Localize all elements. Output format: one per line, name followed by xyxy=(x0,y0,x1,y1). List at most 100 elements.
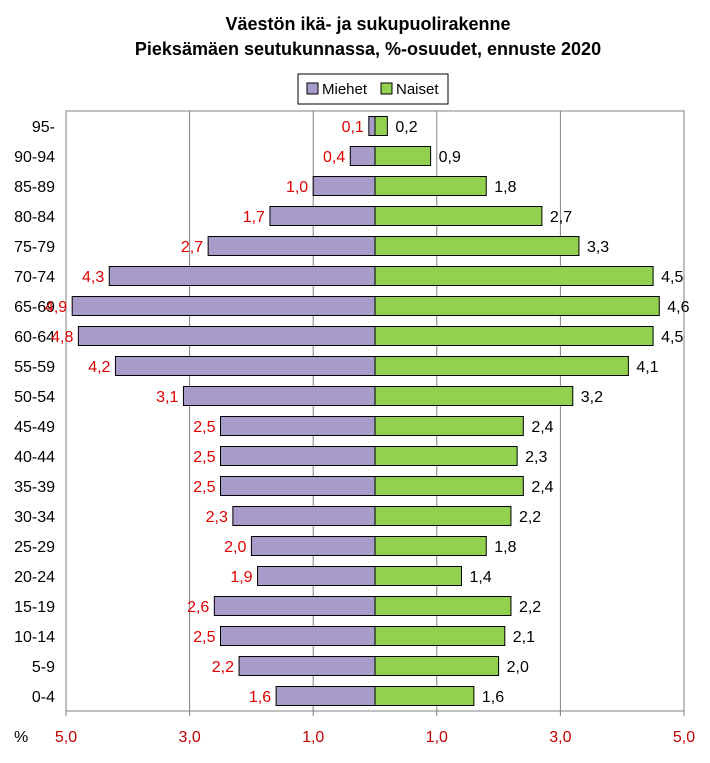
value-label-naiset: 1,4 xyxy=(470,569,492,586)
category-label: 95- xyxy=(32,119,55,136)
value-label-miehet: 2,7 xyxy=(181,239,203,256)
value-label-naiset: 1,6 xyxy=(482,689,504,706)
category-label: 40-44 xyxy=(14,449,55,466)
value-label-naiset: 4,5 xyxy=(661,329,683,346)
category-label: 30-34 xyxy=(14,509,55,526)
value-label-miehet: 2,6 xyxy=(187,599,209,616)
bar-miehet xyxy=(220,626,376,646)
bar-naiset xyxy=(374,146,432,166)
bar-miehet xyxy=(207,236,376,256)
x-tick-label: 1,0 xyxy=(302,729,324,746)
bar-miehet xyxy=(220,416,376,436)
bar-miehet xyxy=(238,656,376,676)
value-label-naiset: 2,7 xyxy=(550,209,572,226)
value-labels: 0,1 0,2 0,4 0,9 1,0 1,8 1,7 2,7 2,7 3,3 4,3 4,5 4,9 4… xyxy=(45,119,690,706)
bar-miehet xyxy=(114,356,376,376)
category-label: 0-4 xyxy=(32,689,55,706)
value-label-naiset: 4,1 xyxy=(636,359,658,376)
value-label-naiset: 2,0 xyxy=(507,659,529,676)
value-label-naiset: 0,9 xyxy=(439,149,461,166)
value-label-miehet: 0,4 xyxy=(323,149,345,166)
value-label-miehet: 2,5 xyxy=(193,479,215,496)
category-label: 20-24 xyxy=(14,569,55,586)
value-label-miehet: 2,2 xyxy=(212,659,234,676)
bar-naiset xyxy=(374,236,580,256)
bar-miehet xyxy=(220,446,376,466)
bar-miehet xyxy=(232,506,376,526)
x-tick-label: 3,0 xyxy=(549,729,571,746)
bar-naiset xyxy=(374,656,500,676)
category-label: 15-19 xyxy=(14,599,55,616)
x-tick-label: 1,0 xyxy=(426,729,448,746)
bar-naiset xyxy=(374,686,475,706)
chart-title-line2: Pieksämäen seutukunnassa, %-osuudet, enn… xyxy=(135,39,601,59)
value-label-naiset: 2,2 xyxy=(519,599,541,616)
bar-miehet xyxy=(77,326,376,346)
value-label-miehet: 1,0 xyxy=(286,179,308,196)
value-label-naiset: 2,1 xyxy=(513,629,535,646)
bar-naiset xyxy=(374,416,524,436)
value-label-miehet: 0,1 xyxy=(342,119,364,136)
category-label: 80-84 xyxy=(14,209,55,226)
category-label: 85-89 xyxy=(14,179,55,196)
value-label-naiset: 1,8 xyxy=(494,539,516,556)
category-label: 90-94 xyxy=(14,149,55,166)
value-label-miehet: 4,8 xyxy=(51,329,73,346)
x-axis-labels: 5,0 3,0 1,0 1,0 3,0 5,0 xyxy=(55,711,695,746)
bar-naiset xyxy=(374,326,654,346)
bar-miehet xyxy=(368,116,376,136)
bar-naiset xyxy=(374,266,654,286)
bar-miehet xyxy=(312,176,376,196)
legend: Miehet Naiset xyxy=(297,73,449,105)
value-label-miehet: 2,3 xyxy=(206,509,228,526)
value-label-naiset: 0,2 xyxy=(395,119,417,136)
bar-naiset xyxy=(374,356,629,376)
legend-frame xyxy=(297,73,449,105)
bar-miehet xyxy=(349,146,376,166)
bar-naiset xyxy=(374,566,463,586)
bar-naiset xyxy=(374,476,524,496)
bar-miehet xyxy=(213,596,376,616)
value-label-naiset: 3,3 xyxy=(587,239,609,256)
bar-miehet xyxy=(257,566,376,586)
value-label-naiset: 4,5 xyxy=(661,269,683,286)
value-label-miehet: 2,0 xyxy=(224,539,246,556)
bar-miehet xyxy=(275,686,376,706)
legend-swatch-miehet xyxy=(306,82,319,95)
category-label: 10-14 xyxy=(14,629,55,646)
category-label: 35-39 xyxy=(14,479,55,496)
x-tick-label: 5,0 xyxy=(673,729,695,746)
bar-miehet xyxy=(71,296,376,316)
bar-naiset xyxy=(374,446,518,466)
value-label-miehet: 2,5 xyxy=(193,449,215,466)
value-label-miehet: 4,9 xyxy=(45,299,67,316)
value-label-miehet: 1,6 xyxy=(249,689,271,706)
value-label-miehet: 2,5 xyxy=(193,629,215,646)
value-label-miehet: 2,5 xyxy=(193,419,215,436)
gridlines xyxy=(189,111,561,711)
value-label-naiset: 2,3 xyxy=(525,449,547,466)
bar-naiset xyxy=(374,536,487,556)
bar-miehet xyxy=(250,536,376,556)
category-label: 60-64 xyxy=(14,329,55,346)
legend-label-miehet: Miehet xyxy=(322,81,368,98)
value-label-naiset: 1,8 xyxy=(494,179,516,196)
bar-miehet xyxy=(220,476,376,496)
bar-naiset xyxy=(374,176,487,196)
category-label: 75-79 xyxy=(14,239,55,256)
value-label-miehet: 1,9 xyxy=(230,569,252,586)
bar-miehet xyxy=(269,206,376,226)
value-label-miehet: 4,2 xyxy=(88,359,110,376)
bars xyxy=(71,116,660,706)
bar-naiset xyxy=(374,626,506,646)
category-label: 55-59 xyxy=(14,359,55,376)
category-label: 45-49 xyxy=(14,419,55,436)
value-label-naiset: 2,4 xyxy=(531,419,553,436)
bar-naiset xyxy=(374,296,660,316)
value-label-naiset: 4,6 xyxy=(667,299,689,316)
x-axis-label: % xyxy=(14,729,28,746)
bar-naiset xyxy=(374,206,543,226)
value-label-naiset: 3,2 xyxy=(581,389,603,406)
bar-miehet xyxy=(108,266,376,286)
